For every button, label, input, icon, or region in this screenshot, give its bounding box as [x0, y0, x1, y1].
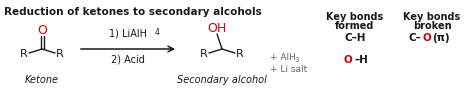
Text: broken: broken: [413, 21, 451, 31]
Text: Key bonds: Key bonds: [327, 12, 383, 22]
Text: 4: 4: [155, 28, 160, 37]
Text: Secondary alcohol: Secondary alcohol: [177, 75, 267, 85]
Text: O: O: [344, 55, 352, 65]
Text: + Li salt: + Li salt: [270, 66, 307, 75]
Text: 2) Acid: 2) Acid: [111, 55, 145, 65]
Text: R: R: [20, 49, 28, 59]
Text: C–: C–: [409, 33, 421, 43]
Text: OH: OH: [207, 22, 227, 35]
Text: R: R: [56, 49, 64, 59]
Text: R: R: [236, 49, 244, 59]
Text: R: R: [200, 49, 208, 59]
Text: Ketone: Ketone: [25, 75, 59, 85]
Text: O: O: [37, 24, 47, 37]
Text: Reduction of ketones to secondary alcohols: Reduction of ketones to secondary alcoho…: [4, 7, 262, 17]
Text: formed: formed: [335, 21, 374, 31]
Text: (π): (π): [432, 33, 450, 43]
Text: + AlH: + AlH: [270, 54, 296, 62]
Text: 3: 3: [294, 57, 299, 63]
Text: –H: –H: [354, 55, 368, 65]
Text: 1) LiAlH: 1) LiAlH: [109, 29, 147, 39]
Text: Key bonds: Key bonds: [403, 12, 461, 22]
Text: C–H: C–H: [344, 33, 366, 43]
Text: O: O: [423, 33, 431, 43]
